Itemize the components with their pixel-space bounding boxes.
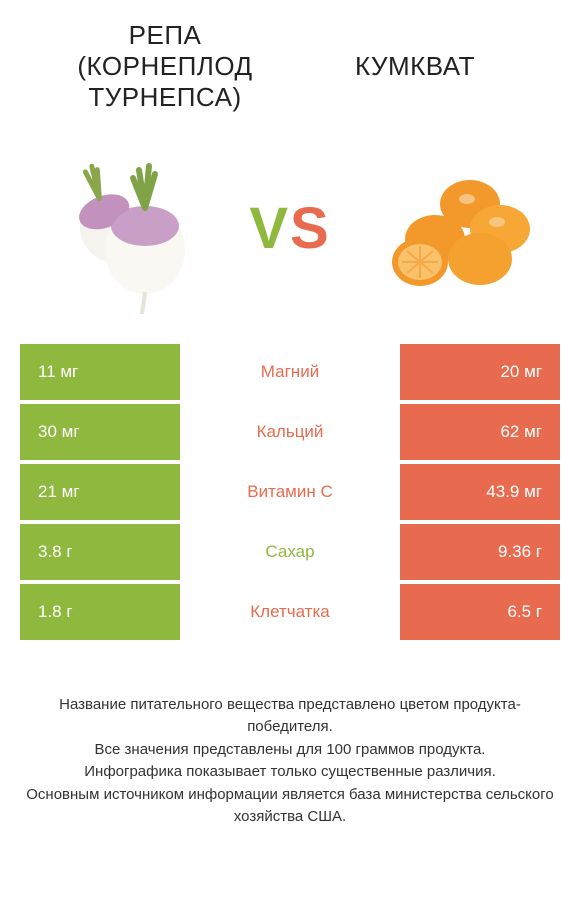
cell-label: Кальций (180, 404, 400, 460)
title-left-line2: (КОРНЕПЛОД (77, 51, 252, 81)
cell-left: 11 мг (20, 344, 180, 400)
cell-left: 30 мг (20, 404, 180, 460)
cell-label: Сахар (180, 524, 400, 580)
title-left-line3: ТУРНЕПСА) (88, 82, 241, 112)
cell-label: Магний (180, 344, 400, 400)
turnip-image (30, 139, 210, 319)
cell-label: Витамин C (180, 464, 400, 520)
vs-s: S (290, 195, 331, 262)
title-right-text: КУМКВАТ (355, 51, 475, 81)
table-row: 30 мгКальций62 мг (20, 404, 560, 460)
table-row: 1.8 гКлетчатка6.5 г (20, 584, 560, 640)
images-row: VS (0, 124, 580, 344)
title-left: РЕПА (КОРНЕПЛОД ТУРНЕПСА) (40, 20, 290, 114)
footer-line1: Название питательного вещества представл… (20, 694, 560, 739)
cell-right: 20 мг (400, 344, 560, 400)
footer: Название питательного вещества представл… (0, 644, 580, 829)
cell-right: 6.5 г (400, 584, 560, 640)
kumquat-image (370, 139, 550, 319)
cell-right: 9.36 г (400, 524, 560, 580)
cell-left: 1.8 г (20, 584, 180, 640)
cell-label: Клетчатка (180, 584, 400, 640)
cell-right: 43.9 мг (400, 464, 560, 520)
cell-right: 62 мг (400, 404, 560, 460)
table-row: 11 мгМагний20 мг (20, 344, 560, 400)
table-row: 3.8 гСахар9.36 г (20, 524, 560, 580)
header: РЕПА (КОРНЕПЛОД ТУРНЕПСА) КУМКВАТ (0, 0, 580, 124)
title-left-line1: РЕПА (129, 20, 202, 50)
footer-line4: Основным источником информации является … (20, 784, 560, 829)
title-right: КУМКВАТ (290, 51, 540, 82)
cell-left: 3.8 г (20, 524, 180, 580)
vs-v: V (249, 195, 290, 262)
table-row: 21 мгВитамин C43.9 мг (20, 464, 560, 520)
footer-line2: Все значения представлены для 100 граммо… (20, 739, 560, 762)
vs-label: VS (249, 195, 330, 262)
footer-line3: Инфографика показывает только существенн… (20, 761, 560, 784)
comparison-table: 11 мгМагний20 мг30 мгКальций62 мг21 мгВи… (0, 344, 580, 640)
cell-left: 21 мг (20, 464, 180, 520)
